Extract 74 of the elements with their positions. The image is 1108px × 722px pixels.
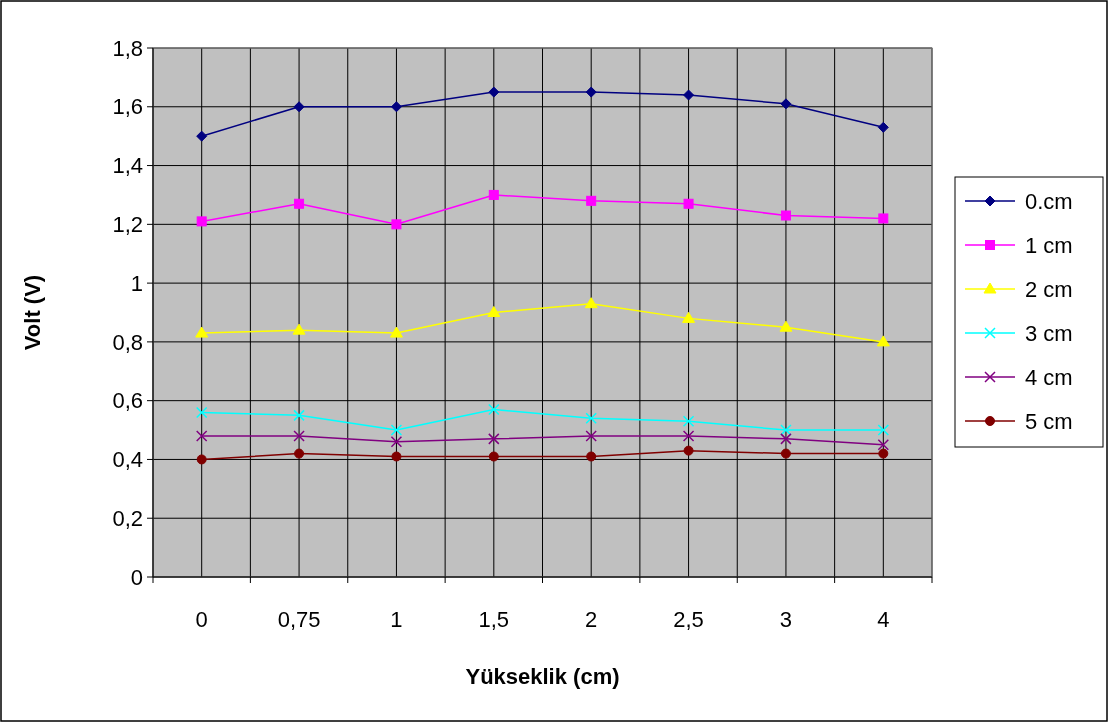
point <box>876 335 890 347</box>
legend-label: 4 cm <box>1025 364 1073 390</box>
point <box>683 198 694 209</box>
point <box>488 86 500 98</box>
point <box>488 433 500 445</box>
point <box>780 98 792 110</box>
point <box>683 89 695 101</box>
point <box>391 219 402 230</box>
point <box>390 424 403 436</box>
point <box>780 448 791 459</box>
point <box>585 86 597 98</box>
x-tick-label: 1 <box>390 607 403 632</box>
point <box>877 439 890 451</box>
y-axis-title: Volt (V) <box>20 274 45 351</box>
x-tick-label: 2,5 <box>673 607 704 632</box>
point <box>682 311 696 323</box>
y-tick-label: 0,4 <box>112 447 143 473</box>
point <box>294 448 305 459</box>
point <box>389 326 403 338</box>
point <box>488 189 499 200</box>
point <box>682 415 695 427</box>
y-tick-label: 1,4 <box>112 153 143 179</box>
point <box>293 101 305 113</box>
point <box>877 424 890 436</box>
x-tick-label: 0,75 <box>277 607 321 632</box>
point <box>877 121 889 133</box>
x-tick-label: 4 <box>877 607 890 632</box>
x-tick-label: 0 <box>195 607 208 632</box>
point <box>488 403 500 416</box>
point <box>195 326 209 338</box>
point <box>682 430 695 442</box>
point <box>585 430 597 442</box>
point <box>780 424 792 436</box>
point <box>586 195 597 206</box>
point <box>878 213 889 224</box>
point <box>294 198 305 209</box>
y-tick-label: 1,2 <box>112 212 143 238</box>
x-tick-label: 3 <box>779 607 793 632</box>
point <box>195 406 208 419</box>
legend-label: 3 cm <box>1025 320 1073 346</box>
point <box>878 448 889 459</box>
y-tick-label: 1 <box>130 270 143 296</box>
point <box>390 436 403 448</box>
point <box>196 130 208 142</box>
y-tick-label: 0,6 <box>112 388 143 414</box>
point <box>586 451 597 462</box>
y-tick-label: 0,2 <box>112 505 143 531</box>
y-tick-label: 0 <box>130 564 143 590</box>
y-tick-label: 1,8 <box>112 35 143 61</box>
point <box>584 297 598 309</box>
legend-label: 5 cm <box>1025 408 1073 434</box>
point <box>292 323 306 335</box>
legend-label: 1 cm <box>1025 232 1073 258</box>
point <box>195 430 208 442</box>
legend-label: 0.cm <box>1025 188 1073 214</box>
point <box>488 451 499 462</box>
point <box>196 216 207 227</box>
point <box>293 409 305 422</box>
point <box>585 412 597 425</box>
y-tick-label: 0,8 <box>112 329 143 355</box>
point <box>487 306 501 317</box>
point <box>780 210 791 221</box>
point <box>683 445 694 456</box>
point <box>196 454 207 465</box>
y-tick-label: 1,6 <box>112 94 143 120</box>
point <box>293 430 305 442</box>
x-axis-title: Yükseklik (cm) <box>465 664 620 689</box>
point <box>390 101 402 113</box>
x-tick-label: 2 <box>585 607 598 632</box>
point <box>780 433 792 445</box>
x-tick-label: 1,5 <box>478 607 510 632</box>
point <box>391 451 402 462</box>
legend-label: 2 cm <box>1025 276 1073 302</box>
point <box>779 320 793 332</box>
